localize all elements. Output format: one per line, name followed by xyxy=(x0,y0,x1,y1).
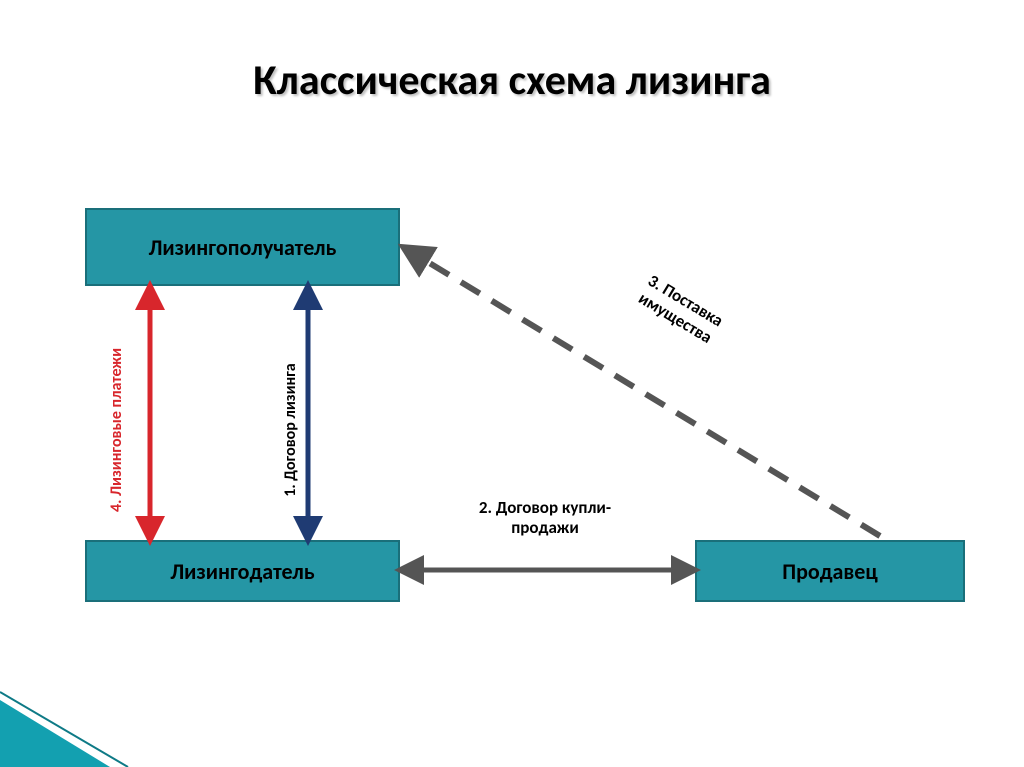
label-delivery: 3. Поставка имущества xyxy=(609,256,750,363)
node-lessor: Лизингодатель xyxy=(85,540,400,602)
slide-title: Классическая схема лизинга xyxy=(0,55,1024,106)
node-lessee: Лизингополучатель xyxy=(85,208,400,286)
label-sale-contract: 2. Договор купли-продажи xyxy=(460,498,630,539)
node-seller: Продавец xyxy=(695,540,965,602)
label-contract-leasing: 1. Договор лизинга xyxy=(282,363,392,496)
label-payments: 4. Лизинговые платежи xyxy=(108,348,218,512)
node-seller-label: Продавец xyxy=(782,558,877,585)
node-lessee-label: Лизингополучатель xyxy=(149,234,337,261)
node-lessor-label: Лизингодатель xyxy=(170,558,314,585)
